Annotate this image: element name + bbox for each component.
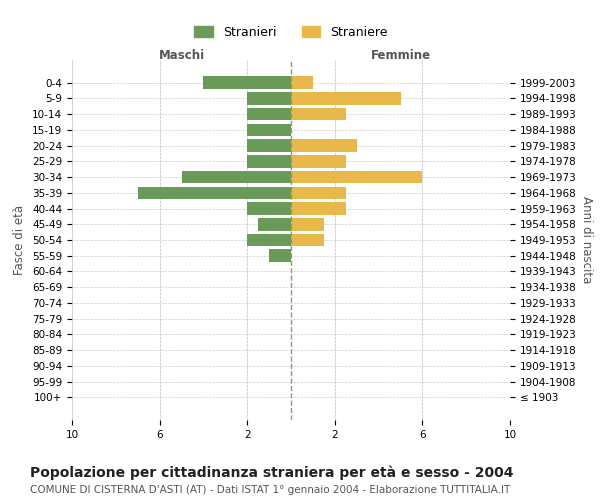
Bar [291,76,313,89]
Y-axis label: Fasce di età: Fasce di età [13,205,26,275]
Bar [291,171,422,183]
Bar [247,92,291,104]
Bar [291,218,324,230]
Bar [247,108,291,120]
Bar [291,202,346,215]
Bar [203,76,291,89]
Legend: Stranieri, Straniere: Stranieri, Straniere [188,20,394,45]
Bar [247,202,291,215]
Bar [291,234,324,246]
Text: COMUNE DI CISTERNA D'ASTI (AT) - Dati ISTAT 1° gennaio 2004 - Elaborazione TUTTI: COMUNE DI CISTERNA D'ASTI (AT) - Dati IS… [30,485,510,495]
Bar [291,186,346,199]
Bar [138,186,291,199]
Y-axis label: Anni di nascita: Anni di nascita [580,196,593,284]
Bar [247,234,291,246]
Bar [291,92,401,104]
Bar [291,140,356,152]
Bar [247,155,291,168]
Bar [291,108,346,120]
Text: Popolazione per cittadinanza straniera per età e sesso - 2004: Popolazione per cittadinanza straniera p… [30,465,514,479]
Text: Femmine: Femmine [370,49,431,62]
Bar [247,124,291,136]
Bar [182,171,291,183]
Bar [269,250,291,262]
Bar [247,140,291,152]
Bar [258,218,291,230]
Bar [291,155,346,168]
Text: Maschi: Maschi [158,49,205,62]
